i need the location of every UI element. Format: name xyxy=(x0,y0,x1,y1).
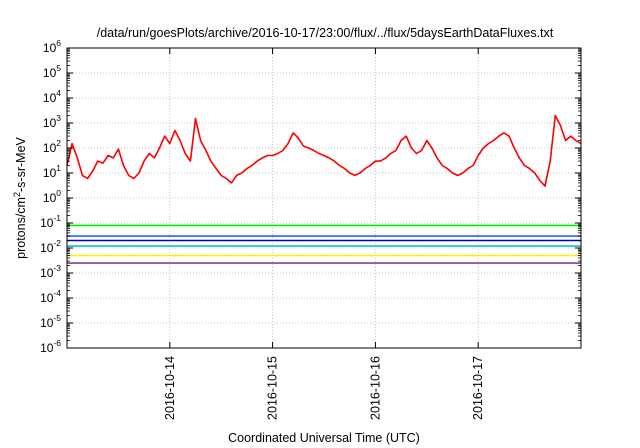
y-tick-label-base: 10 xyxy=(43,41,57,55)
y-axis-ticks: 10-610-510-410-310-210-11001011021031041… xyxy=(40,38,581,355)
y-axis-label-pre: protons/cm xyxy=(14,197,28,259)
y-tick-label: 10-4 xyxy=(40,288,61,305)
y-tick-label: 106 xyxy=(43,38,61,55)
grid-lines xyxy=(67,48,581,348)
y-tick-label-exp: -3 xyxy=(53,263,61,273)
y-tick-label: 10-6 xyxy=(40,338,61,355)
y-tick-label: 104 xyxy=(43,88,61,105)
y-tick-label-base: 10 xyxy=(43,191,57,205)
series-line xyxy=(66,114,582,187)
y-axis-label-sup: 2 xyxy=(12,192,22,197)
x-axis-ticks: 2016-10-14 2016-10-15 2016-10-16 2016-10-17 xyxy=(163,48,485,420)
y-tick-label-exp: 2 xyxy=(56,138,61,148)
y-tick-label: 10-2 xyxy=(40,238,61,255)
y-tick-label: 101 xyxy=(43,163,61,180)
y-tick-label-base: 10 xyxy=(40,341,54,355)
x-tick-label: 2016-10-17 xyxy=(471,356,485,420)
y-tick-label-exp: -2 xyxy=(53,238,61,248)
y-tick-label: 10-3 xyxy=(40,263,61,280)
series-lines xyxy=(66,114,582,264)
y-tick-label-exp: 6 xyxy=(56,38,61,48)
y-tick-label-exp: -5 xyxy=(53,313,61,323)
y-tick-label-base: 10 xyxy=(43,91,57,105)
y-tick-label: 10-1 xyxy=(40,213,61,230)
y-tick-label-exp: 1 xyxy=(56,163,61,173)
y-tick-label-base: 10 xyxy=(40,291,54,305)
chart-title: /data/run/goesPlots/archive/2016-10-17/2… xyxy=(97,26,554,40)
y-tick-label-base: 10 xyxy=(40,241,54,255)
y-tick-label: 102 xyxy=(43,138,61,155)
y-tick-label-base: 10 xyxy=(43,116,57,130)
y-tick-label-base: 10 xyxy=(40,316,54,330)
y-tick-label-base: 10 xyxy=(43,141,57,155)
y-tick-label-exp: 4 xyxy=(56,88,61,98)
y-tick-label: 10-5 xyxy=(40,313,61,330)
x-tick-label: 2016-10-16 xyxy=(368,356,382,420)
y-tick-label-base: 10 xyxy=(43,166,57,180)
y-axis-label: protons/cm2-s-sr-MeV xyxy=(12,136,28,258)
y-tick-label-exp: 3 xyxy=(56,113,61,123)
y-tick-label: 100 xyxy=(43,188,61,205)
plot-frame xyxy=(66,47,582,349)
x-tick-label: 2016-10-14 xyxy=(163,356,177,420)
y-tick-label: 103 xyxy=(43,113,61,130)
y-tick-label-base: 10 xyxy=(43,66,57,80)
y-tick-label-base: 10 xyxy=(40,216,54,230)
y-tick-label-base: 10 xyxy=(40,266,54,280)
y-tick-label-exp: -1 xyxy=(53,213,61,223)
y-tick-label-exp: 5 xyxy=(56,63,61,73)
y-tick-label: 105 xyxy=(43,63,61,80)
y-tick-label-exp: -6 xyxy=(53,338,61,348)
x-axis-label: Coordinated Universal Time (UTC) xyxy=(228,431,420,445)
x-tick-label: 2016-10-15 xyxy=(266,356,280,420)
y-tick-label-exp: 0 xyxy=(56,188,61,198)
y-tick-label-exp: -4 xyxy=(53,288,61,298)
y-axis-label-post: -s-sr-MeV xyxy=(14,136,28,192)
